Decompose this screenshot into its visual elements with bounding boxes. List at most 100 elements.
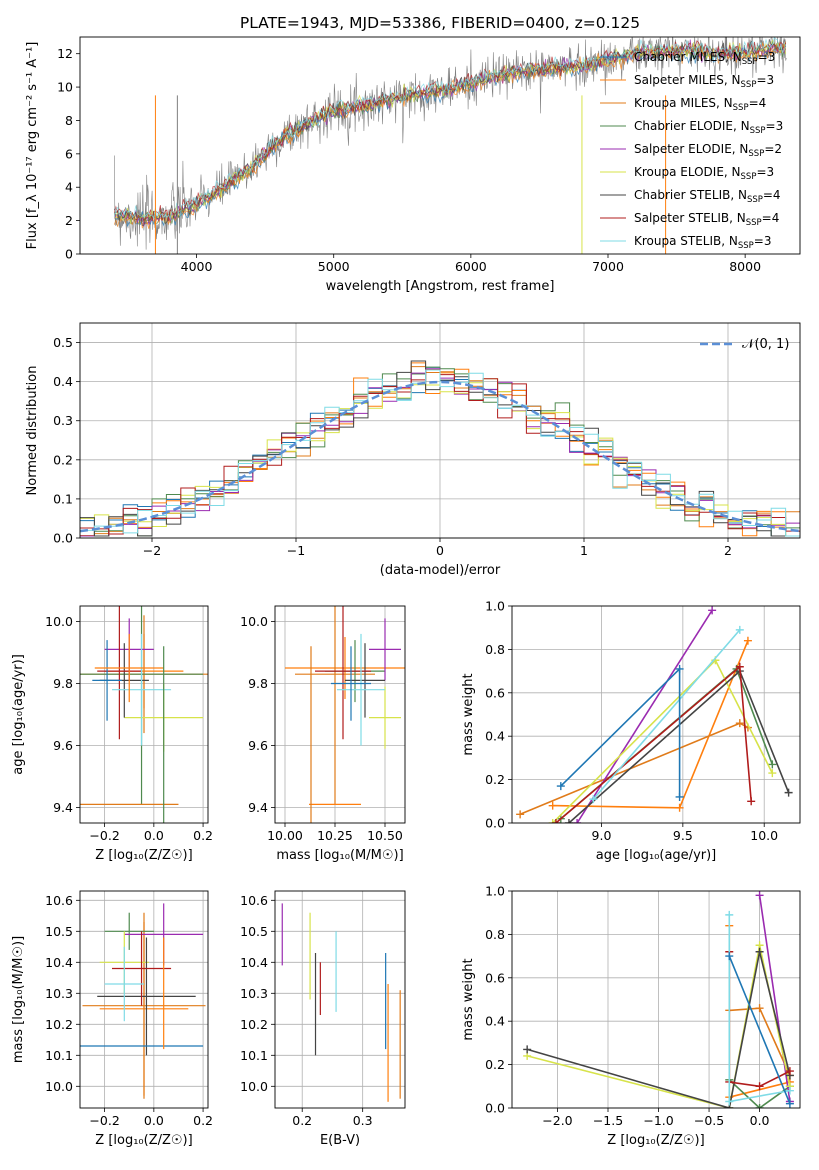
mass-weight-marker bbox=[768, 769, 777, 778]
plot-area bbox=[80, 606, 208, 823]
x-tick-label: −2 bbox=[143, 543, 161, 558]
residual-histogram bbox=[80, 366, 800, 537]
y-axis-label: Flux [f_λ 10⁻¹⁷ erg cm⁻² s⁻¹ A⁻¹] bbox=[25, 42, 40, 250]
mass-weight-marker bbox=[675, 803, 684, 812]
y-tick-label: 0.4 bbox=[485, 729, 505, 744]
legend-entry: Chabrier MILES, NSSP=3 bbox=[634, 50, 775, 67]
model-spectrum bbox=[113, 38, 787, 226]
x-axis-label: age [log₁₀(age/yr)] bbox=[596, 848, 717, 863]
mass-weight-marker bbox=[551, 819, 560, 823]
plot-area bbox=[516, 606, 793, 823]
mass-weight-marker bbox=[675, 664, 684, 673]
mass-weight-marker bbox=[725, 1097, 734, 1106]
y-tick-label: 10.5 bbox=[45, 924, 73, 939]
x-tick-label: 0.3 bbox=[353, 1113, 373, 1128]
x-tick-label: 9.5 bbox=[673, 828, 693, 843]
x-tick-label: −1.5 bbox=[593, 1113, 623, 1128]
plot-area bbox=[80, 903, 206, 1099]
residual-histogram bbox=[80, 368, 800, 537]
y-tick-label: 12 bbox=[57, 46, 73, 61]
x-tick-label: 0.2 bbox=[292, 1113, 312, 1128]
y-axis-label: mass weight bbox=[461, 673, 476, 755]
mass-weight-marker bbox=[548, 801, 557, 810]
y-tick-label: 10.6 bbox=[240, 893, 268, 908]
mass-weight-line bbox=[758, 895, 791, 1102]
mass-weight-line bbox=[519, 722, 749, 816]
mass-weight-marker bbox=[785, 1086, 794, 1095]
mass-weight-marker bbox=[735, 719, 744, 728]
y-tick-label: 0.3 bbox=[53, 413, 73, 428]
figure-title: PLATE=1943, MJD=53386, FIBERID=0400, z=0… bbox=[240, 14, 640, 32]
age-vs-mass-panel: 10.00 10.25 10.50 9.4 9.6 9.8 10.0 mass [log₁₀(… bbox=[240, 605, 406, 863]
mass-weight-marker bbox=[523, 1045, 532, 1054]
y-tick-label: 0.1 bbox=[53, 491, 73, 506]
x-tick-label: 10.00 bbox=[267, 828, 303, 843]
x-axis-label: Z [log₁₀(Z/Z☉)] bbox=[95, 848, 192, 863]
y-tick-label: 9.6 bbox=[248, 738, 268, 753]
y-tick-label: 9.8 bbox=[53, 676, 73, 691]
x-tick-label: −0.5 bbox=[694, 1113, 724, 1128]
y-tick-label: 0.8 bbox=[485, 927, 505, 942]
y-tick-label: 10.0 bbox=[45, 614, 73, 629]
mass-weight-marker bbox=[743, 636, 752, 645]
y-tick-label: 0.2 bbox=[485, 1057, 505, 1072]
axes-frame bbox=[79, 605, 209, 824]
x-tick-label: 0.0 bbox=[144, 828, 164, 843]
axes-frame bbox=[79, 890, 209, 1109]
y-axis-label: mass [log₁₀(M/M☉)] bbox=[11, 936, 26, 1063]
y-tick-label: 1.0 bbox=[485, 884, 505, 899]
x-tick-label: 10.0 bbox=[750, 828, 778, 843]
plot-area bbox=[80, 360, 800, 537]
mass-weight-vs-age-panel: 9.0 9.5 10.0 0.0 0.2 0.4 0.6 0.8 1.0 age [log₁₀(a… bbox=[461, 599, 801, 863]
mass-weight-marker bbox=[755, 947, 764, 956]
y-tick-label: 10.4 bbox=[240, 955, 268, 970]
mass-weight-marker bbox=[785, 1099, 794, 1108]
y-axis-label: Normed distribution bbox=[25, 366, 40, 496]
mass-weight-vs-metallicity-panel: −2.0 −1.5 −1.0 −0.5 0.0 0.0 0.2 0.4 0.6 0.8 1.0 Z [… bbox=[461, 884, 801, 1148]
x-tick-label: 0.0 bbox=[144, 1113, 164, 1128]
y-tick-label: 0.0 bbox=[53, 531, 73, 546]
y-tick-label: 6 bbox=[65, 146, 73, 161]
legend-entry: Salpeter ELODIE, NSSP=2 bbox=[634, 142, 782, 159]
y-tick-label: 10.0 bbox=[240, 614, 268, 629]
mass-weight-line bbox=[560, 667, 774, 820]
mass-weight-marker bbox=[755, 1082, 764, 1091]
mass-weight-marker bbox=[755, 891, 764, 900]
x-axis-label: Z [log₁₀(Z/Z☉)] bbox=[607, 1133, 704, 1148]
normal-reference-curve bbox=[80, 380, 800, 533]
mass-vs-metallicity-panel: −0.2 0.0 0.2 10.0 10.1 10.2 10.3 10.4 10.5 10.6 Z … bbox=[11, 890, 213, 1148]
legend-entry: Salpeter MILES, NSSP=3 bbox=[634, 73, 774, 90]
x-tick-label: −1.0 bbox=[643, 1113, 673, 1128]
mass-weight-marker bbox=[725, 910, 734, 919]
y-tick-label: 0.6 bbox=[485, 970, 505, 985]
y-tick-label: 10.3 bbox=[45, 986, 73, 1001]
mass-weight-marker bbox=[589, 795, 598, 804]
y-tick-label: 10.0 bbox=[45, 1079, 73, 1094]
y-tick-label: 10.0 bbox=[240, 1079, 268, 1094]
x-tick-label: 0.2 bbox=[193, 828, 213, 843]
y-tick-label: 10.1 bbox=[240, 1048, 268, 1063]
y-tick-label: 1.0 bbox=[485, 599, 505, 614]
mass-weight-line bbox=[576, 609, 713, 823]
residual-histogram-panel: −2 −1 0 1 2 0.0 0.1 0.2 0.3 0.4 0.5 (data-model)/er… bbox=[25, 322, 801, 578]
x-axis-label: wavelength [Angstrom, rest frame] bbox=[326, 279, 555, 294]
y-tick-label: 4 bbox=[65, 180, 73, 195]
mass-weight-marker bbox=[735, 625, 744, 634]
legend-entry: Kroupa MILES, NSSP=4 bbox=[634, 96, 766, 113]
y-tick-label: 0.0 bbox=[485, 1101, 505, 1116]
y-tick-label: 10.6 bbox=[45, 893, 73, 908]
legend-entry: 𝒩(0, 1) bbox=[742, 337, 789, 352]
x-tick-label: 2 bbox=[724, 543, 732, 558]
x-tick-label: 9.0 bbox=[592, 828, 612, 843]
mass-weight-marker bbox=[564, 819, 573, 823]
x-tick-label: 10.25 bbox=[317, 828, 353, 843]
y-tick-label: 2 bbox=[65, 213, 73, 228]
mass-weight-line bbox=[728, 1079, 791, 1108]
mass-weight-marker bbox=[747, 797, 756, 806]
y-tick-label: 8 bbox=[65, 113, 73, 128]
y-tick-label: 9.6 bbox=[53, 738, 73, 753]
legend-entry: Chabrier STELIB, NSSP=4 bbox=[634, 188, 781, 205]
axes-frame bbox=[511, 890, 801, 1109]
mass-weight-line bbox=[555, 665, 752, 823]
axes-frame bbox=[274, 890, 406, 1109]
